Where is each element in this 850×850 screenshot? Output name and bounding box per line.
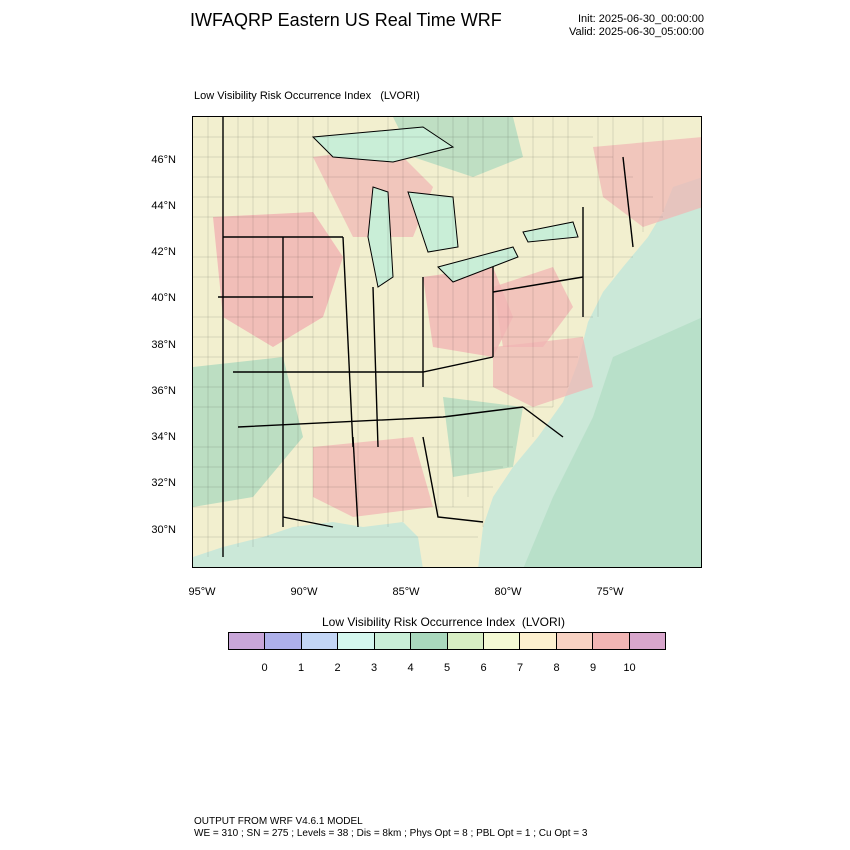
lat-tick-46: 46°N [151,154,176,166]
colorbar-label: 7 [516,662,524,674]
colorbar-label: 10 [623,662,636,674]
lat-tick-42: 42°N [151,246,176,258]
colorbar-title: Low Visibility Risk Occurrence Index (LV… [322,615,565,629]
lake-erie [437,246,519,283]
low-region-carolinas [443,397,523,477]
init-time: Init: 2025-06-30_00:00:00 [578,13,704,25]
map-panel [192,116,702,568]
lat-tick-38: 38°N [151,339,176,351]
footer-model-line: OUTPUT FROM WRF V4.6.1 MODEL [194,816,363,827]
county-grid [193,117,664,557]
lon-tick-80: 80°W [494,586,522,598]
colorbar-box [374,633,412,649]
colorbar-box [411,633,448,649]
colorbar-label: 2 [334,662,341,674]
colorbar-label: 5 [443,662,451,674]
ocean-band [523,317,701,567]
lvori-map [193,117,701,567]
risk-region-virginia [493,337,593,407]
lat-tick-36: 36°N [151,385,176,397]
colorbar-box [447,633,484,649]
colorbar-box [229,633,266,649]
lon-tick-90: 90°W [290,586,318,598]
colorbar-label: 0 [261,662,268,674]
colorbar-box [338,633,375,649]
colorbar-label: 9 [589,662,597,674]
colorbar-label: 8 [553,662,560,674]
colorbar-box [301,633,339,649]
risk-region-alabama [313,437,433,517]
lat-tick-44: 44°N [151,200,176,212]
lake-michigan [367,186,394,288]
lon-tick-75: 75°W [596,586,624,598]
colorbar-box [593,633,630,649]
colorbar-label: 6 [480,662,487,674]
colorbar-box [520,633,557,649]
lat-tick-40: 40°N [151,292,176,304]
lon-tick-95: 95°W [188,586,216,598]
lake-superior [311,126,455,163]
risk-region-ohio [423,267,513,357]
lat-tick-32: 32°N [151,477,176,489]
colorbar-label: 1 [297,662,305,674]
colorbar-label: 4 [407,662,414,674]
chart-title: IWFAQRP Eastern US Real Time WRF [190,10,502,30]
lat-tick-34: 34°N [151,431,176,443]
map-subtitle: Low Visibility Risk Occurrence Index (LV… [194,90,420,102]
lat-tick-30: 30°N [151,524,176,536]
risk-region-new-england [593,137,701,227]
lake-huron [407,191,459,253]
risk-region-iowa [213,212,343,347]
colorbar-box [629,633,666,649]
valid-time: Valid: 2025-06-30_05:00:00 [569,26,704,38]
colorbar-box [556,633,594,649]
colorbar-box [483,633,521,649]
init-valid-times: Init: 2025-06-30_00:00:00 Valid: 2025-06… [569,13,704,39]
model-footer: OUTPUT FROM WRF V4.6.1 MODEL WE = 310 ; … [194,816,587,840]
lon-tick-85: 85°W [392,586,420,598]
risk-region-pennsylvania [493,267,573,347]
colorbar-box [265,633,302,649]
low-region-arkansas [193,357,303,507]
lake-ontario [522,221,579,243]
footer-config-line: WE = 310 ; SN = 275 ; Levels = 38 ; Dis … [194,828,588,839]
state-boundaries [218,117,634,557]
colorbar [228,632,666,650]
colorbar-label: 3 [370,662,378,674]
